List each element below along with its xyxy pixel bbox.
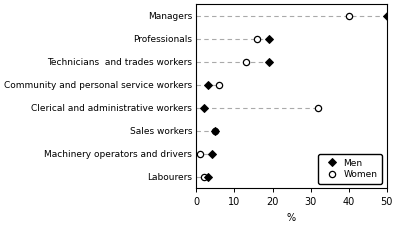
X-axis label: %: % xyxy=(287,213,296,223)
Legend: Men, Women: Men, Women xyxy=(318,154,382,184)
